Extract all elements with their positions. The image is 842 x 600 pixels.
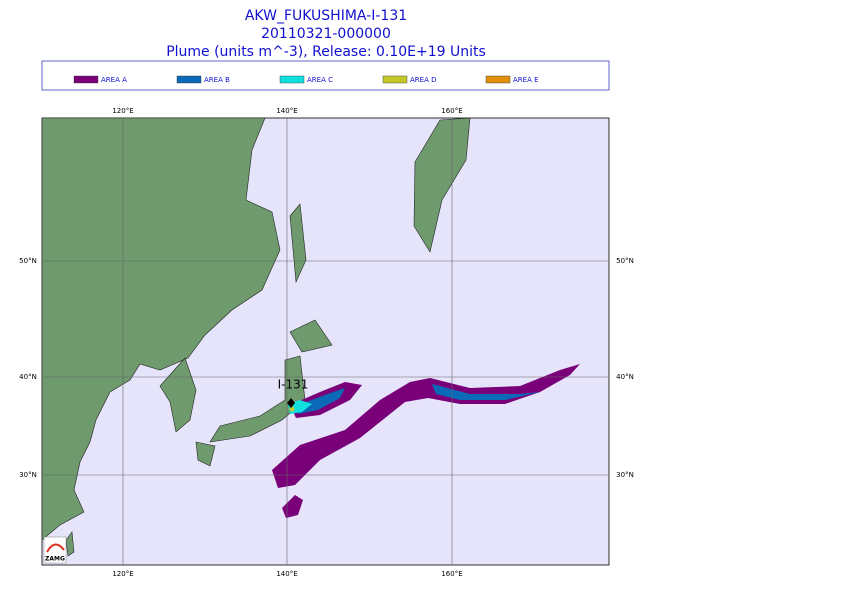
legend-swatch <box>73 75 99 84</box>
legend-swatch <box>485 75 511 84</box>
taiwan <box>65 531 75 557</box>
lat-label-left: 30°N <box>19 471 37 479</box>
axis-labels: 120°E 120°E 140°E 140°E 160°E 160°E 50°N 50°N 40… <box>19 107 634 578</box>
map: I-131 ZAMG <box>41 117 610 566</box>
logo-box <box>43 536 67 564</box>
lat-label-right: 40°N <box>616 373 634 381</box>
title: AKW_FUKUSHIMA-I-131 <box>245 8 407 24</box>
legend-label: AREA A <box>101 76 127 84</box>
lat-label-right: 50°N <box>616 257 634 265</box>
lat-label-right: 30°N <box>616 471 634 479</box>
legend-swatch <box>382 75 408 84</box>
asia-mainland <box>41 117 281 541</box>
lon-label-top: 120°E <box>112 107 133 115</box>
legend-label: AREA B <box>204 76 230 84</box>
honshu <box>209 355 306 443</box>
source-label: I-131 <box>278 378 309 392</box>
lon-label-bottom: 120°E <box>112 570 133 578</box>
legend-box <box>41 60 610 91</box>
legend-label: AREA E <box>513 76 539 84</box>
legend-swatch <box>279 75 305 84</box>
lon-label-top: 140°E <box>276 107 297 115</box>
sakhalin <box>289 203 307 284</box>
lon-label-top: 160°E <box>441 107 462 115</box>
plume-area-b-north <box>296 388 345 414</box>
logo-arc <box>46 543 65 553</box>
date: 20110321-000000 <box>261 26 391 42</box>
legend-label: AREA C <box>307 76 333 84</box>
plume-area-b <box>432 384 540 400</box>
legend-label: AREA D <box>410 76 436 84</box>
legend-swatch <box>176 75 202 84</box>
kyushu <box>195 441 216 467</box>
hokkaido <box>289 319 333 353</box>
logo-text: ZAMG <box>45 556 65 563</box>
lon-label-bottom: 140°E <box>276 570 297 578</box>
lat-label-left: 40°N <box>19 373 37 381</box>
source-marker <box>287 398 295 408</box>
kamchatka <box>413 117 471 253</box>
korea <box>159 357 197 433</box>
subtitle: Plume (units m^-3), Release: 0.10E+19 Un… <box>166 44 486 60</box>
plume-area-d <box>289 406 295 412</box>
legend: AREA A AREA B AREA C AREA D AREA E <box>73 75 539 84</box>
lat-label-left: 50°N <box>19 257 37 265</box>
lon-label-bottom: 160°E <box>441 570 462 578</box>
